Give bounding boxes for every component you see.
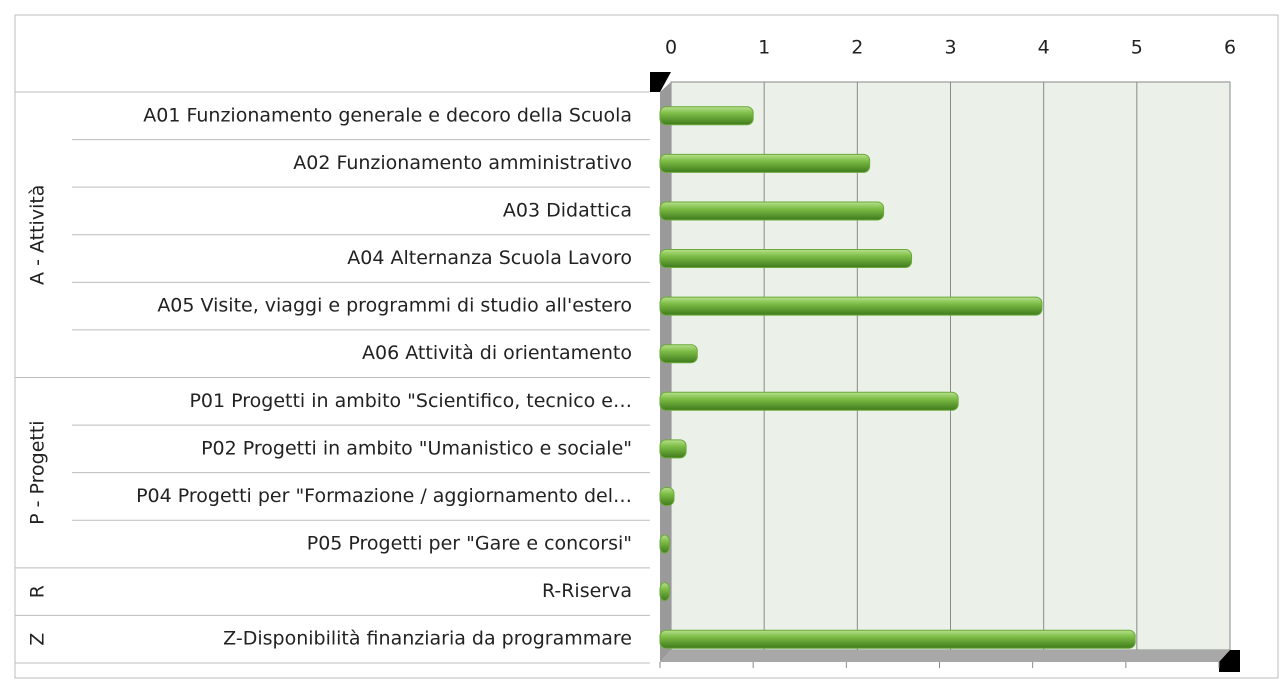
floor <box>660 650 1230 662</box>
x-tick-label: 4 <box>1038 37 1050 59</box>
bar <box>659 391 959 411</box>
bar <box>659 582 670 602</box>
category-label: P05 Progetti per "Gare e concorsi" <box>307 533 632 555</box>
bar <box>659 249 913 269</box>
category-label: A06 Attività di orientamento <box>362 342 632 364</box>
group-label: Z <box>27 633 49 646</box>
category-label: A04 Alternanza Scuola Lavoro <box>347 247 632 269</box>
group-label: R <box>27 585 49 598</box>
category-label: P04 Progetti per "Formazione / aggiornam… <box>136 485 632 507</box>
bar <box>659 296 1043 316</box>
x-tick-label: 3 <box>944 37 956 59</box>
x-tick-label: 1 <box>758 37 770 59</box>
x-tick-label: 0 <box>665 37 677 59</box>
bar <box>659 344 698 364</box>
x-tick-label: 6 <box>1224 37 1236 59</box>
bar <box>659 201 885 221</box>
category-label: Z-Disponibilità finanziaria da programma… <box>223 628 632 650</box>
category-label: R-Riserva <box>542 580 632 602</box>
group-label: A - Attività <box>27 185 49 285</box>
bar <box>659 534 670 554</box>
category-label: P02 Progetti in ambito "Umanistico e soc… <box>201 437 632 459</box>
side-wall <box>660 82 671 662</box>
category-label: P01 Progetti in ambito "Scientifico, tec… <box>189 390 632 412</box>
bar <box>659 106 754 126</box>
x-tick-label: 5 <box>1131 37 1143 59</box>
category-label: A03 Didattica <box>503 199 632 221</box>
category-label: A02 Funzionamento amministrativo <box>293 152 632 174</box>
bar <box>659 153 871 173</box>
bar <box>659 486 675 506</box>
bar <box>659 629 1136 649</box>
category-label: A01 Funzionamento generale e decoro dell… <box>143 104 632 126</box>
group-label: P - Progetti <box>27 420 49 524</box>
category-label: A05 Visite, viaggi e programmi di studio… <box>157 295 632 317</box>
bar <box>659 439 687 459</box>
x-tick-label: 2 <box>851 37 863 59</box>
corner <box>1219 650 1240 672</box>
corner <box>650 72 671 92</box>
